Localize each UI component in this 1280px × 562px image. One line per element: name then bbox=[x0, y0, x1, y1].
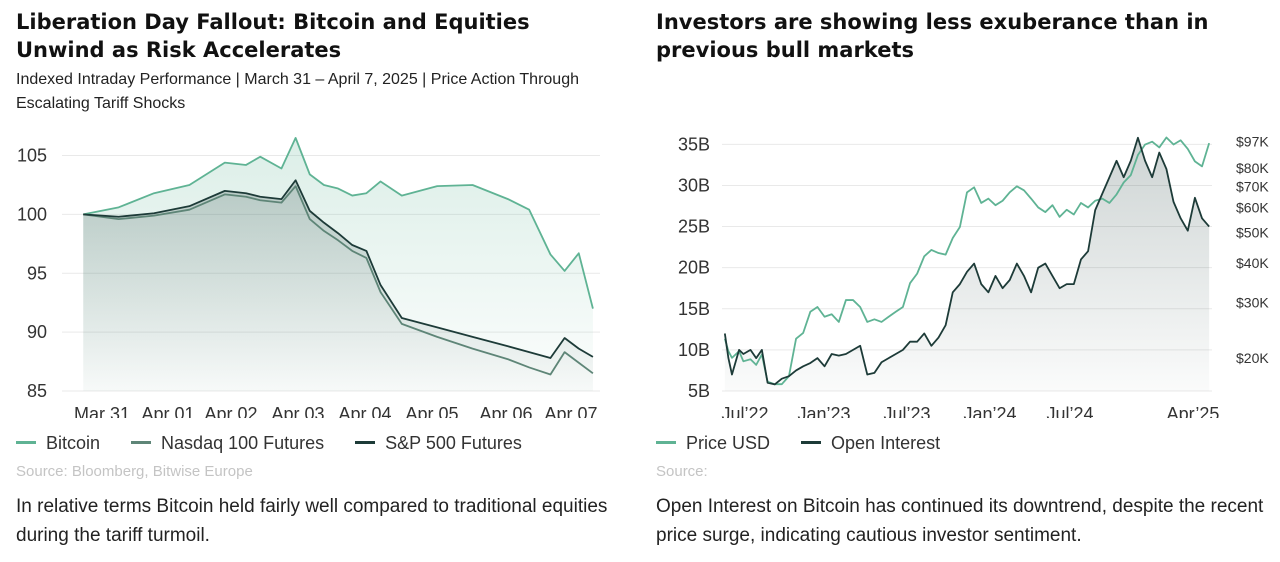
series-line-nasdaq-100-futures bbox=[83, 185, 594, 376]
y2-tick-label: $80K bbox=[1236, 160, 1269, 176]
right-chart-title: Investors are showing less exuberance th… bbox=[656, 10, 1209, 62]
y-tick-label: 35B bbox=[678, 134, 710, 154]
x-tick-label: Apr 06 bbox=[479, 404, 532, 418]
left-panel: Liberation Day Fallout: Bitcoin and Equi… bbox=[16, 10, 608, 546]
y-tick-label: 85 bbox=[27, 381, 47, 401]
y2-tick-label: $70K bbox=[1236, 178, 1269, 194]
legend-item-bitcoin: Bitcoin bbox=[16, 433, 100, 454]
y2-tick-label: $30K bbox=[1236, 294, 1269, 310]
x-tick-label: Apr 03 bbox=[271, 404, 324, 418]
legend-swatch-bitcoin bbox=[16, 440, 36, 444]
left-legend: Bitcoin Nasdaq 100 Futures S&P 500 Futur… bbox=[16, 433, 548, 454]
left-chart-title: Liberation Day Fallout: Bitcoin and Equi… bbox=[16, 10, 530, 62]
y-tick-label: 90 bbox=[27, 322, 47, 342]
legend-label-price-usd: Price USD bbox=[686, 433, 771, 453]
x-tick-label: Jan’24 bbox=[963, 404, 1016, 418]
x-tick-label: Apr 02 bbox=[204, 404, 257, 418]
y2-tick-label: $50K bbox=[1236, 224, 1269, 240]
x-tick-label: Mar 31 bbox=[74, 404, 130, 418]
y2-tick-label: $40K bbox=[1236, 255, 1269, 271]
legend-swatch-price-usd bbox=[656, 440, 676, 444]
legend-label-bitcoin: Bitcoin bbox=[46, 433, 101, 453]
x-tick-label: Jul’22 bbox=[721, 404, 768, 418]
legend-swatch-sp500 bbox=[355, 440, 376, 444]
series-area-open-interest bbox=[724, 137, 1210, 391]
legend-label-sp500: S&P 500 Futures bbox=[385, 433, 522, 453]
legend-label-nasdaq: Nasdaq 100 Futures bbox=[161, 433, 325, 453]
x-tick-label: Apr 05 bbox=[405, 404, 458, 418]
y-tick-label: 100 bbox=[17, 204, 47, 224]
legend-swatch-nasdaq bbox=[131, 440, 152, 444]
right-legend: Price USD Open Interest bbox=[656, 433, 966, 454]
left-note: In relative terms Bitcoin held fairly we… bbox=[16, 496, 608, 546]
left-source: Source: Bloomberg, Bitwise Europe bbox=[16, 463, 253, 480]
right-source: Source: bbox=[656, 463, 708, 480]
legend-item-open-interest: Open Interest bbox=[801, 433, 940, 454]
y2-tick-label: $20K bbox=[1236, 350, 1269, 366]
y-tick-label: 15B bbox=[678, 299, 710, 319]
x-tick-label: Apr’25 bbox=[1167, 404, 1220, 418]
x-tick-label: Apr 07 bbox=[544, 404, 597, 418]
right-note: Open Interest on Bitcoin has continued i… bbox=[656, 496, 1264, 546]
left-line-chart: 85 90 95 100 105 Mar 31 Apr 01 Apr 02 Apr 03 Apr … bbox=[17, 136, 600, 418]
series-line-open-interest bbox=[723, 136, 1210, 386]
y-tick-label: 5B bbox=[688, 381, 710, 401]
x-tick-label: Jul’24 bbox=[1046, 404, 1093, 418]
y-tick-label: 105 bbox=[17, 146, 47, 166]
legend-label-open-interest: Open Interest bbox=[831, 433, 941, 453]
y2-tick-label: $60K bbox=[1236, 199, 1269, 215]
x-tick-label: Jul’23 bbox=[883, 404, 930, 418]
y-tick-label: 30B bbox=[678, 175, 710, 195]
y-tick-label: 20B bbox=[678, 258, 710, 278]
left-chart-subtitle: Indexed Intraday Performance | March 31 … bbox=[16, 71, 579, 112]
legend-item-sp500: S&P 500 Futures bbox=[355, 433, 522, 454]
right-panel: Investors are showing less exuberance th… bbox=[640, 0, 1280, 562]
legend-swatch-open-interest bbox=[801, 440, 822, 444]
y2-tick-label: $97K bbox=[1236, 134, 1269, 150]
series-line-price-usd bbox=[723, 136, 1211, 386]
series-area-s-p-500-futures bbox=[83, 180, 593, 391]
x-tick-label: Apr 04 bbox=[338, 404, 391, 418]
x-tick-label: Jan’23 bbox=[797, 404, 850, 418]
y-tick-label: 95 bbox=[27, 263, 47, 283]
series-line-s-p-500-futures bbox=[83, 179, 594, 359]
y-tick-label: 25B bbox=[678, 217, 710, 237]
y-tick-label: 10B bbox=[678, 340, 710, 360]
series-line-bitcoin bbox=[83, 136, 594, 309]
legend-item-nasdaq: Nasdaq 100 Futures bbox=[131, 433, 324, 454]
x-tick-label: Apr 01 bbox=[141, 404, 194, 418]
legend-item-price-usd: Price USD bbox=[656, 433, 770, 454]
right-line-chart: 5B 10B 15B 20B 25B 30B 35B $20K $30K $40K $50K $60K… bbox=[678, 134, 1269, 418]
